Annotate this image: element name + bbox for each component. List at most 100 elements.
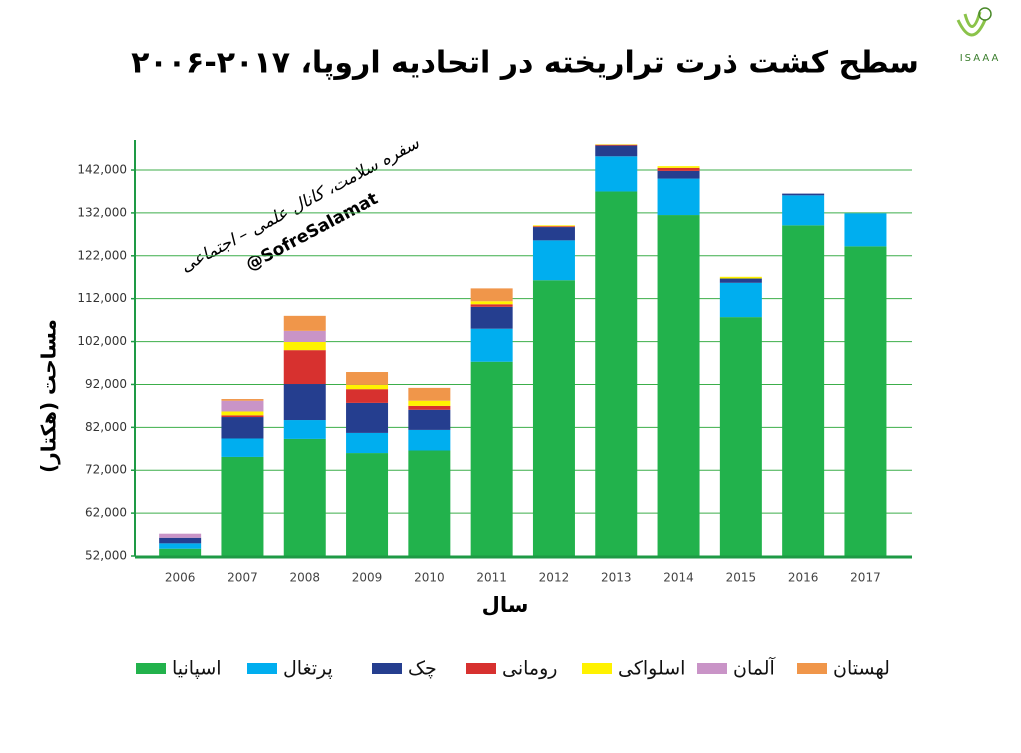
legend-swatch [136,663,166,674]
legend-label: چک [408,658,437,680]
x-axis-label: سال [482,593,529,617]
bar-segment [532,226,575,228]
bar-segment [283,384,326,421]
bar-segment [283,438,326,556]
legend-label: لهستان [833,658,890,680]
bar-segment [532,225,575,227]
bar-segment [470,306,513,329]
legend-swatch [372,663,402,674]
bar-segment [408,429,451,451]
bar-segment [408,450,451,556]
bar-segment [470,328,513,362]
bar-segment [159,543,202,549]
bar-segment [657,178,700,216]
logo: ISAAA [956,7,1001,64]
bar-segment [844,246,887,556]
bar-segment [844,213,887,247]
bar-segment [595,144,638,146]
bar-segment [221,400,264,412]
bar-segment [283,341,326,351]
bar-segment [346,402,389,433]
y-axis-label: مساحت (هکتار) [37,319,61,473]
bar-segment [470,304,513,307]
bar-segment [719,278,762,283]
y-tick-label: 92,000 [85,377,127,391]
logo-globe [978,7,992,21]
bar-segment [532,240,575,281]
y-tick-label: 72,000 [85,463,127,477]
bar-segment [782,195,825,226]
bar-segment [719,276,762,279]
x-tick-label: 2008 [289,571,320,585]
x-tick-label: 2014 [663,571,694,585]
y-tick-label: 112,000 [77,291,127,305]
logo-text: ISAAA [960,53,1001,64]
legend-swatch [582,663,612,674]
bar-segment [595,191,638,556]
bar-segment [408,387,451,401]
bar-segment [346,384,389,390]
bar-segment [283,315,326,331]
bar-segment [782,225,825,556]
bar-segment [470,301,513,305]
bar-segment [221,411,264,416]
y-tick-label: 122,000 [77,248,127,262]
legend-swatch [247,663,277,674]
bar-segment [532,227,575,241]
bar-segment [595,145,638,157]
bar-segment [283,420,326,439]
x-tick-label: 2017 [850,571,881,585]
x-tick-label: 2006 [165,571,196,585]
bar-segment [346,372,389,385]
y-tick-label: 142,000 [77,163,127,177]
x-tick-label: 2016 [788,571,819,585]
x-tick-label: 2013 [601,571,632,585]
bar-segment [221,399,264,401]
y-tick-label: 62,000 [85,506,127,520]
legend-label: اسپانیا [172,658,222,680]
bar-segment [470,288,513,302]
legend-label: اسلواکی [618,658,685,680]
y-tick-label: 82,000 [85,420,127,434]
bar-segment [719,317,762,556]
bar-segment [408,409,451,430]
bar-segment [408,400,451,406]
bar-segment [159,537,202,544]
legend-label: پرتغال [283,658,333,680]
x-tick-label: 2009 [352,571,383,585]
bar-segment [782,193,825,196]
legend-swatch [797,663,827,674]
bar-segment [283,350,326,385]
bar-segment [221,415,264,418]
bar-segment [159,548,202,556]
bar-segment [657,167,700,171]
bar-segment [719,282,762,318]
bar-segment [657,215,700,556]
y-tick-label: 52,000 [85,549,127,563]
bar-segment [657,170,700,179]
bar-segment [346,389,389,403]
legend-swatch [697,663,727,674]
legend-swatch [466,663,496,674]
bar-segment [221,417,264,439]
bar-segment [408,405,451,410]
bar-segment [532,280,575,556]
x-tick-label: 2010 [414,571,445,585]
bar-segment [595,156,638,192]
x-tick-label: 2012 [539,571,570,585]
y-tick-label: 132,000 [77,205,127,219]
chart-title: سطح کشت ذرت تراریخته در اتحادیه اروپا، ۲… [131,46,919,81]
bar-segment [657,166,700,168]
bar-segment [283,330,326,342]
x-tick-label: 2011 [476,571,507,585]
bar-segment [159,533,202,538]
legend-label: رومانی [502,658,557,680]
bar-segment [346,432,389,454]
bar-segment [470,361,513,556]
bar-segment [221,438,264,457]
x-tick-label: 2015 [726,571,757,585]
bar-segment [221,456,264,556]
x-tick-label: 2007 [227,571,258,585]
legend-label: آلمان [733,656,776,680]
